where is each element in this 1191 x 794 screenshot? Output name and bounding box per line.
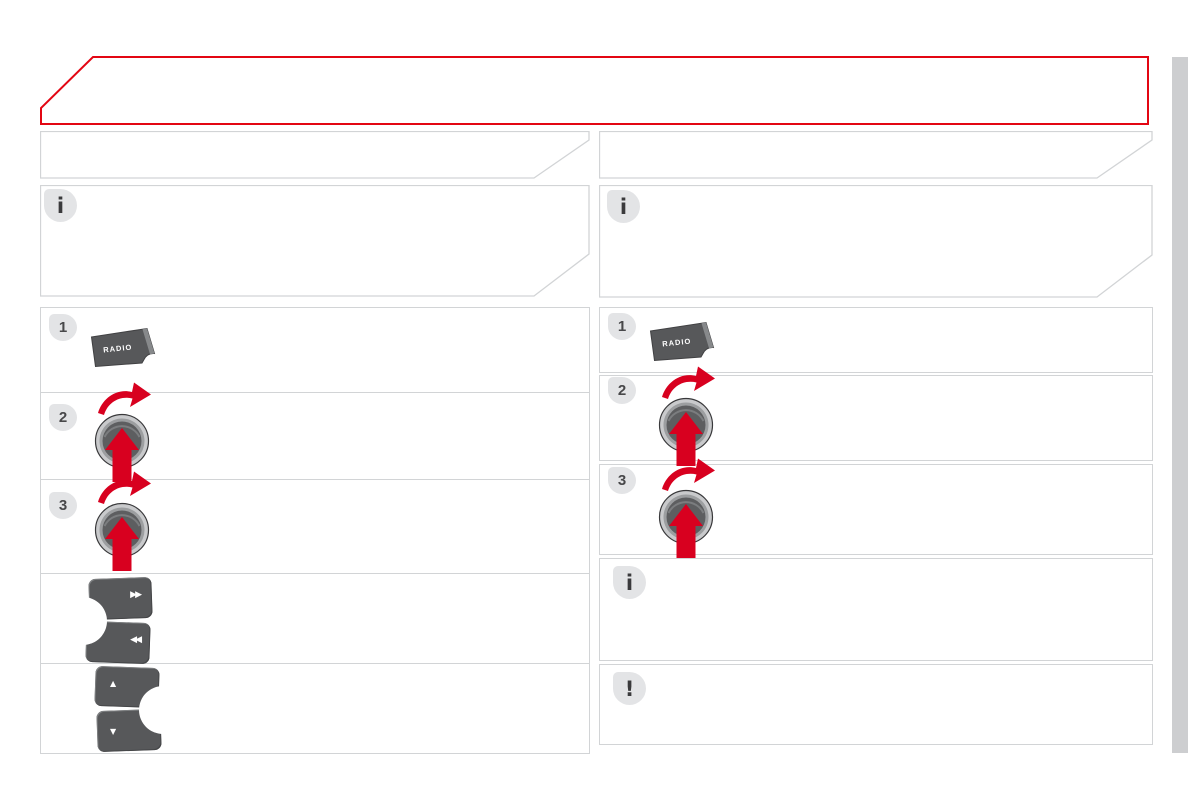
- warning-glyph: !: [624, 676, 635, 701]
- rotate-press-knob-illustration: [651, 362, 721, 473]
- radio-key-illustration: RADIO: [88, 326, 160, 376]
- press-arrow-icon: [669, 412, 703, 466]
- right-info-row: [599, 558, 1153, 661]
- step-number: 1: [58, 319, 68, 336]
- rotate-arrow-icon: [662, 366, 715, 399]
- step-badge-3: 3: [608, 467, 636, 494]
- rewind-icon: ◀◀: [130, 635, 142, 645]
- step-number: 2: [617, 382, 627, 399]
- left-info-note: i: [40, 185, 590, 297]
- updown-rocker-illustration: ▲ ▼: [94, 665, 187, 753]
- step-badge-1: 1: [49, 314, 77, 341]
- step-number: 3: [58, 497, 68, 514]
- rotate-arrow-icon: [662, 458, 715, 491]
- radio-key-label: RADIO: [103, 343, 133, 355]
- info-glyph: i: [619, 194, 628, 219]
- right-warning-row: [599, 664, 1153, 745]
- radio-key-edge: [142, 328, 155, 355]
- rocker-cutout: [139, 686, 187, 734]
- rotate-arrow-icon: [98, 471, 151, 504]
- rotate-press-knob-illustration: [87, 378, 157, 489]
- knob-highlight: [667, 409, 705, 422]
- step-badge-1: 1: [608, 313, 636, 340]
- radio-key-label: RADIO: [662, 337, 692, 349]
- knob-highlight: [103, 514, 141, 527]
- info-icon: i: [44, 189, 77, 222]
- warning-icon: !: [613, 672, 646, 705]
- left-section-header: [40, 131, 590, 179]
- info-icon: i: [613, 566, 646, 599]
- step-number: 2: [58, 409, 68, 426]
- rocker-cutout: [59, 597, 107, 645]
- title-banner: [40, 56, 1150, 126]
- radio-key-illustration: RADIO: [647, 320, 719, 370]
- knob-highlight: [667, 501, 705, 514]
- info-glyph: i: [56, 193, 65, 218]
- step-badge-3: 3: [49, 492, 77, 519]
- step-badge-2: 2: [608, 377, 636, 404]
- step-number: 3: [617, 472, 627, 489]
- info-glyph: i: [625, 570, 634, 595]
- knob-highlight: [103, 425, 141, 438]
- rotate-press-knob-illustration: [87, 467, 157, 578]
- right-info-note: i: [599, 185, 1153, 298]
- press-arrow-icon: [105, 428, 139, 482]
- info-icon: i: [607, 190, 640, 223]
- right-section-header: [599, 131, 1153, 179]
- seek-down-icon: ▼: [110, 727, 117, 736]
- seek-up-icon: ▲: [110, 679, 117, 688]
- rotate-arrow-icon: [98, 382, 151, 415]
- seek-rocker-illustration: ▶▶ ◀◀: [59, 576, 154, 665]
- title-banner-outline: [40, 56, 1149, 125]
- press-arrow-icon: [105, 517, 139, 571]
- fast-forward-icon: ▶▶: [130, 590, 142, 600]
- step-badge-2: 2: [49, 404, 77, 431]
- press-arrow-icon: [669, 504, 703, 558]
- radio-key-edge: [701, 322, 714, 349]
- rotate-press-knob-illustration: [651, 454, 721, 565]
- step-number: 1: [617, 318, 627, 335]
- section-edge-tab: [1172, 57, 1188, 753]
